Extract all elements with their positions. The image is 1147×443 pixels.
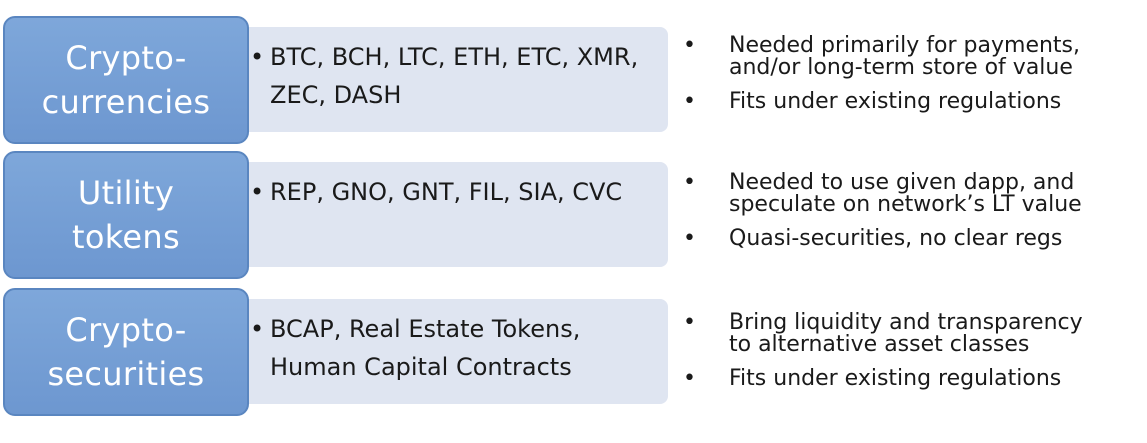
point-item: • Needed primarily for payments, and/or … [683,35,1143,79]
bullet-icon: • [250,178,265,206]
point-text: Quasi-securities, no clear regs [729,226,1063,251]
bullet-icon: • [683,226,696,251]
points-list: • Bring liquidity and transparency to al… [683,312,1143,390]
category-label: Crypto- currencies [41,39,211,121]
examples-item: • REP, GNO, GNT, FIL, SIA, CVC [250,173,650,211]
point-item: • Fits under existing regulations [683,91,1143,113]
point-text: Fits under existing regulations [729,366,1062,391]
examples-text: BTC, BCH, LTC, ETH, ETC, XMR, ZEC, DASH [270,43,639,109]
points-list: • Needed primarily for payments, and/or … [683,35,1143,113]
category-label: Utility tokens [72,174,180,256]
examples-text: REP, GNO, GNT, FIL, SIA, CVC [270,178,623,206]
examples-box: • REP, GNO, GNT, FIL, SIA, CVC [236,162,668,267]
bullet-icon: • [683,33,696,58]
point-text: Fits under existing regulations [729,89,1062,114]
point-text: Needed primarily for payments, and/or lo… [729,33,1081,80]
category-box: Crypto- securities [3,288,249,416]
point-item: • Needed to use given dapp, and speculat… [683,172,1143,216]
bullet-icon: • [683,366,696,391]
category-label: Crypto- securities [47,311,205,393]
point-item: • Fits under existing regulations [683,368,1143,390]
point-text: Needed to use given dapp, and speculate … [729,170,1082,217]
bullet-icon: • [683,170,696,195]
point-item: • Quasi-securities, no clear regs [683,228,1143,250]
category-box: Utility tokens [3,151,249,279]
category-box: Crypto- currencies [3,16,249,144]
points-list: • Needed to use given dapp, and speculat… [683,172,1143,250]
bullet-icon: • [683,310,696,335]
bullet-icon: • [250,43,265,71]
examples-box: • BTC, BCH, LTC, ETH, ETC, XMR, ZEC, DAS… [236,27,668,132]
examples-item: • BTC, BCH, LTC, ETH, ETC, XMR, ZEC, DAS… [250,38,650,114]
point-item: • Bring liquidity and transparency to al… [683,312,1143,356]
examples-box: • BCAP, Real Estate Tokens, Human Capita… [236,299,668,404]
point-text: Bring liquidity and transparency to alte… [729,310,1083,357]
examples-item: • BCAP, Real Estate Tokens, Human Capita… [250,310,650,386]
bullet-icon: • [683,89,696,114]
examples-text: BCAP, Real Estate Tokens, Human Capital … [270,315,581,381]
bullet-icon: • [250,315,265,343]
